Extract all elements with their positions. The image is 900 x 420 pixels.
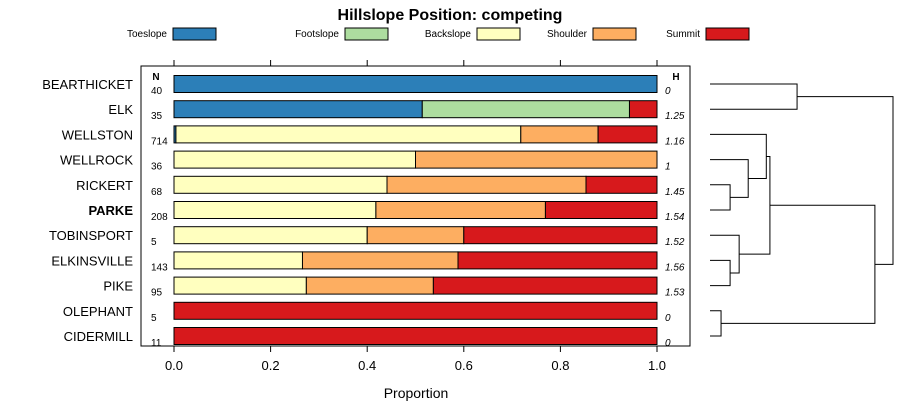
bar-segment-wellrock-shoulder [415,150,658,169]
bar-segment-pike-summit [432,276,658,295]
x-tick-label-2: 0.4 [358,358,376,373]
x-tick-label-3: 0.6 [455,358,473,373]
h-value-cidermill: 0 [665,338,671,349]
h-value-olephant: 0 [665,313,671,324]
bar-segment-wellrock-backslope [173,150,416,169]
bar-segment-elk-toeslope [173,100,423,119]
legend-label-backslope: Backslope [425,29,472,40]
bar-segment-tobinsport-summit [463,226,658,245]
bar-segment-rickert-shoulder [386,175,587,194]
row-label-tobinsport: TOBINSPORT [49,228,133,243]
bar-segment-wellston-shoulder [520,125,599,144]
row-label-elkinsville: ELKINSVILLE [51,253,133,268]
dendrogram-branch-6 [739,155,771,255]
row-label-cidermill: CIDERMILL [64,329,133,344]
row-label-wellrock: WELLROCK [60,153,133,168]
dendrogram-branch-7 [710,83,798,110]
bar-segment-bearthicket-toeslope [173,75,658,93]
x-axis: 0.0 0.2 0.4 0.6 0.8 1.0 [165,60,666,373]
bar-segment-elk-footslope [421,100,630,119]
chart-title: Hillslope Position: competing [338,7,563,24]
dendrogram-branch-2 [710,259,731,287]
bar-segment-elk-summit [628,100,658,119]
bar-segment-pike-shoulder [305,276,434,295]
dendrogram-branch-9 [797,96,894,265]
x-tick-label-5: 1.0 [648,358,666,373]
n-value-pike: 95 [151,288,163,299]
dendrogram-branch-1 [710,184,731,211]
n-value-elkinsville: 143 [151,262,168,273]
h-value-wellston: 1.16 [665,136,685,147]
n-value-olephant: 5 [151,313,157,324]
n-value-cidermill: 11 [151,338,162,349]
legend-swatch-shoulder [592,27,637,41]
h-value-bearthicket: 0 [665,86,671,97]
bar-segment-tobinsport-shoulder [366,226,465,245]
row-label-olephant: OLEPHANT [63,304,133,319]
row-label-rickert: RICKERT [76,178,133,193]
row-label-elk: ELK [108,102,133,117]
n-value-wellston: 714 [151,136,168,147]
n-value-wellrock: 36 [151,162,163,173]
n-value-elk: 35 [151,111,163,122]
row-labels: BEARTHICKET ELK WELLSTON WELLROCK RICKERT PAR… [42,77,133,344]
h-value-rickert: 1.45 [665,187,685,198]
plot-frame [140,65,691,347]
bar-segment-elkinsville-summit [457,251,658,270]
legend-label-toeslope: Toeslope [127,29,167,40]
dendrogram-branch-4 [710,159,749,198]
n-value-tobinsport: 5 [151,237,157,248]
bar-segment-tobinsport-backslope [173,226,368,245]
bar-segment-cidermill-summit [173,327,658,345]
dendrogram-branch-5 [710,133,767,179]
legend-label-summit: Summit [666,29,700,40]
bar-segment-parke-backslope [173,201,377,219]
dendrogram-branch-3 [710,234,740,274]
h-value-elk: 1.25 [665,111,685,122]
h-value-parke: 1.54 [665,212,685,223]
x-tick-label-0: 0.0 [165,358,183,373]
row-label-pike: PIKE [103,279,133,294]
legend-swatch-footslope [344,27,389,41]
dendrogram-branch-0 [710,310,722,337]
legend: Toeslope Footslope Backslope Shoulder Summit [127,27,750,41]
row-label-bearthicket: BEARTHICKET [42,77,133,92]
bar-segment-rickert-backslope [173,175,388,194]
bar-segment-olephant-summit [173,301,658,320]
legend-swatch-summit [705,27,750,41]
row-label-parke: PARKE [88,203,133,218]
bar-segment-rickert-summit [585,175,658,194]
bars-group: 40 0 35 1.25 714 1.16 36 1 68 1.45 208 1.54 5 1.52 143… [151,75,685,349]
row-label-wellston: WELLSTON [62,127,133,142]
bar-segment-elkinsville-shoulder [301,251,459,270]
bar-segment-elkinsville-backslope [173,251,303,270]
h-value-elkinsville: 1.56 [665,262,685,273]
n-value-parke: 208 [151,212,168,223]
h-value-wellrock: 1 [665,162,671,173]
legend-label-footslope: Footslope [295,29,339,40]
h-header: H [672,72,679,83]
bar-segment-parke-shoulder [375,201,546,219]
x-tick-label-4: 0.8 [551,358,569,373]
x-tick-label-1: 0.2 [262,358,280,373]
bar-segment-parke-summit [544,201,658,219]
legend-label-shoulder: Shoulder [547,29,588,40]
n-header: N [152,72,159,83]
bar-segment-wellston-summit [597,125,658,144]
bar-segment-wellston-backslope [175,125,522,144]
x-axis-title: Proportion [384,385,449,401]
n-value-rickert: 68 [151,187,163,198]
n-value-bearthicket: 40 [151,86,163,97]
dendrogram [710,83,894,337]
h-value-tobinsport: 1.52 [665,237,685,248]
h-value-pike: 1.53 [665,288,685,299]
legend-swatch-backslope [476,27,521,41]
legend-swatch-toeslope [172,27,217,41]
dendrogram-branch-8 [721,204,876,324]
bar-segment-pike-backslope [173,276,307,295]
